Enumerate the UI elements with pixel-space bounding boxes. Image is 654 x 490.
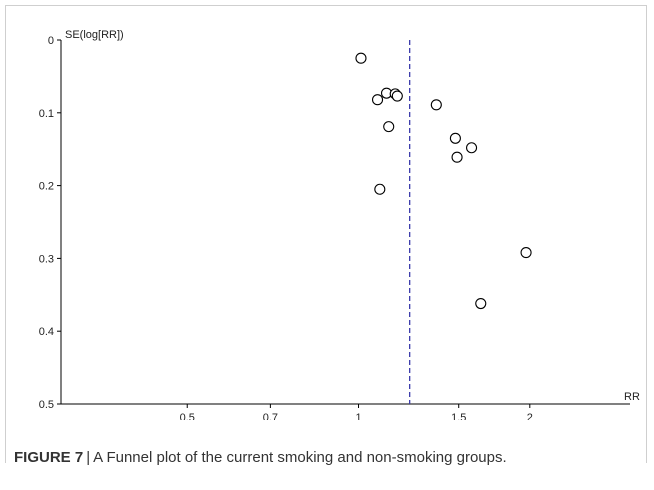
data-point [383, 121, 395, 133]
x-tick-label: 1 [355, 412, 361, 420]
data-points [355, 52, 532, 310]
x-tick-label: 2 [527, 412, 533, 420]
data-point [449, 132, 461, 144]
data-point [355, 52, 367, 64]
x-tick-label: 1.5 [451, 412, 466, 420]
data-point [451, 151, 463, 163]
data-point [430, 99, 442, 111]
y-tick-label: 0.3 [39, 253, 54, 265]
funnel-plot: 00.10.20.30.40.50.5 0.7 1 1.5 2 SE(log[RR]) … [39, 29, 640, 420]
data-point [391, 90, 403, 102]
axes: 0 0.1 0.2 0.3 0.4 0.5 0.5 0.7 1 1.5 2 [39, 35, 630, 420]
y-tick-label: 0.2 [39, 181, 54, 193]
y-tick-label: 0.4 [39, 326, 54, 338]
x-tick-label: 0.5 [180, 412, 195, 420]
data-point [466, 142, 478, 154]
caption-label: FIGURE 7 [14, 449, 84, 466]
y-tick-label: 0 [48, 35, 54, 47]
y-tick-label: 0.1 [39, 108, 54, 120]
data-point [374, 183, 386, 195]
x-tick-label: 0.7 [263, 412, 278, 420]
data-point [475, 297, 487, 310]
figure-frame [5, 5, 647, 463]
caption-separator: | [86, 449, 91, 466]
figure-caption: FIGURE 7 | A Funnel plot of the current sm… [14, 449, 644, 466]
y-axis-title: SE(log[RR]) [65, 29, 124, 41]
y-tick-label: 0.5 [39, 399, 54, 411]
data-point [371, 94, 384, 106]
caption-text: A Funnel plot of the current smoking and… [93, 449, 507, 466]
data-point [520, 247, 532, 259]
x-axis-title: RR [624, 391, 640, 403]
